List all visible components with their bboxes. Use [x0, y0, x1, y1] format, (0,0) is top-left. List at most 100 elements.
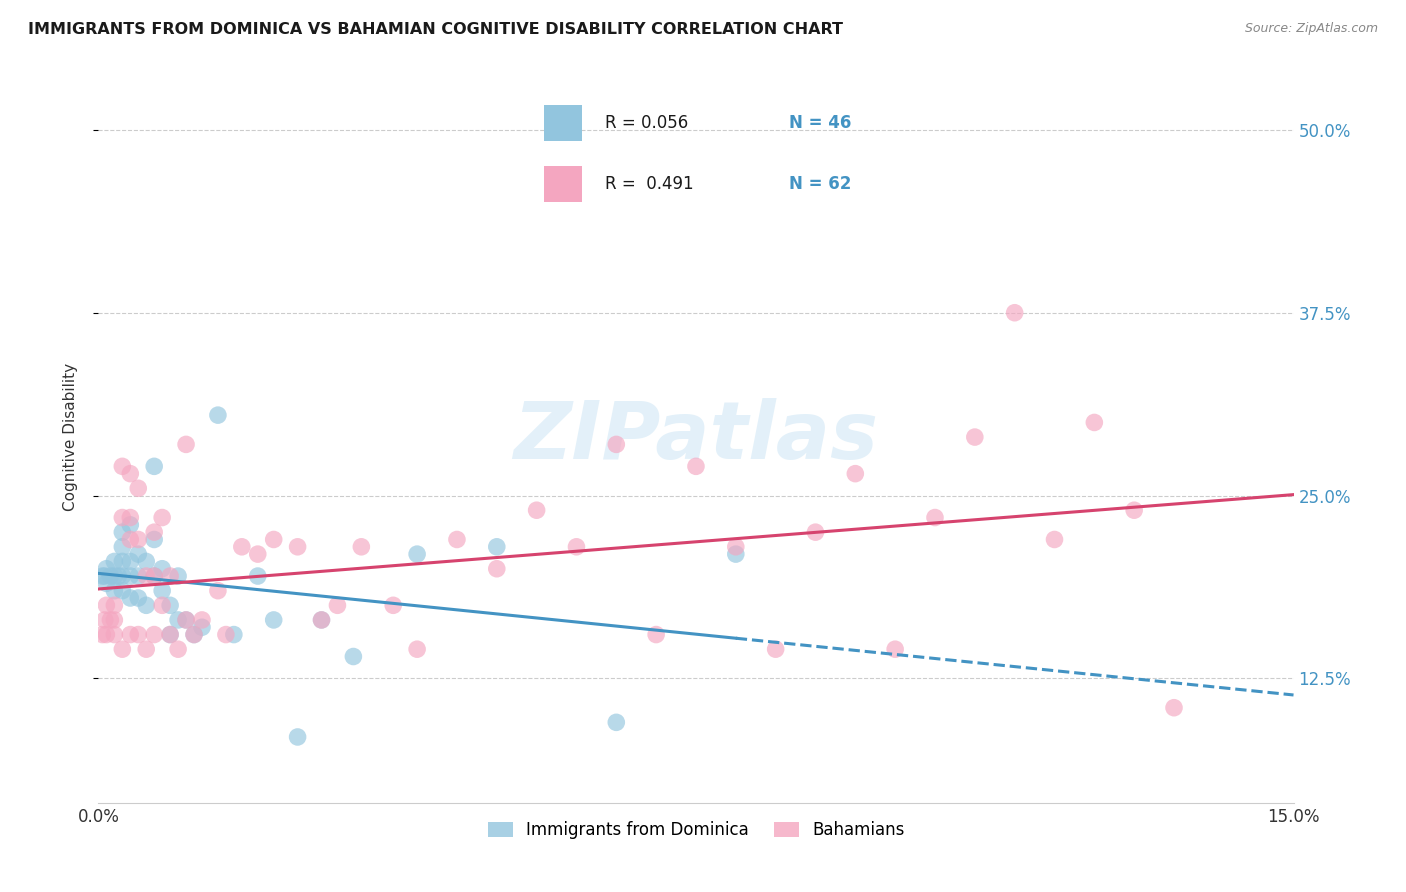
- Point: [91, 569, 114, 583]
- Point: [263, 613, 285, 627]
- Point: [98, 613, 122, 627]
- Point: [191, 620, 214, 634]
- Point: [127, 547, 149, 561]
- Point: [127, 591, 149, 605]
- Point: [94, 613, 117, 627]
- Point: [143, 569, 166, 583]
- Point: [446, 533, 468, 547]
- Point: [207, 408, 229, 422]
- Point: [485, 540, 508, 554]
- Point: [111, 583, 134, 598]
- Text: IMMIGRANTS FROM DOMINICA VS BAHAMIAN COGNITIVE DISABILITY CORRELATION CHART: IMMIGRANTS FROM DOMINICA VS BAHAMIAN COG…: [28, 22, 844, 37]
- Point: [143, 533, 166, 547]
- Point: [103, 569, 125, 583]
- Point: [96, 599, 118, 613]
- Point: [96, 562, 118, 576]
- Point: [103, 554, 125, 568]
- Point: [167, 569, 190, 583]
- Text: Source: ZipAtlas.com: Source: ZipAtlas.com: [1244, 22, 1378, 36]
- Point: [111, 510, 134, 524]
- Point: [143, 459, 166, 474]
- Point: [191, 613, 214, 627]
- Point: [342, 649, 364, 664]
- Point: [183, 627, 205, 641]
- Point: [231, 540, 253, 554]
- Text: ZIPatlas: ZIPatlas: [513, 398, 879, 476]
- Point: [103, 583, 125, 598]
- Point: [111, 642, 134, 657]
- Point: [150, 510, 173, 524]
- Point: [406, 547, 429, 561]
- Point: [103, 627, 125, 641]
- Point: [120, 591, 142, 605]
- Point: [96, 576, 118, 591]
- Point: [135, 642, 157, 657]
- Point: [246, 547, 269, 561]
- Point: [1123, 503, 1146, 517]
- Point: [96, 627, 118, 641]
- Point: [382, 599, 405, 613]
- Point: [120, 467, 142, 481]
- Point: [526, 503, 548, 517]
- Point: [120, 627, 142, 641]
- Point: [127, 533, 149, 547]
- Point: [120, 533, 142, 547]
- Point: [215, 627, 238, 641]
- Point: [174, 613, 197, 627]
- Point: [605, 715, 627, 730]
- Point: [159, 627, 181, 641]
- Point: [174, 613, 197, 627]
- Point: [103, 599, 125, 613]
- Point: [326, 599, 349, 613]
- Point: [111, 554, 134, 568]
- Point: [127, 569, 149, 583]
- Point: [246, 569, 269, 583]
- Point: [120, 510, 142, 524]
- Point: [120, 569, 142, 583]
- Point: [287, 730, 309, 744]
- Point: [120, 554, 142, 568]
- Point: [605, 437, 627, 451]
- Legend: Immigrants from Dominica, Bahamians: Immigrants from Dominica, Bahamians: [481, 814, 911, 846]
- Point: [111, 459, 134, 474]
- Point: [150, 562, 173, 576]
- Point: [143, 525, 166, 540]
- Point: [174, 437, 197, 451]
- Point: [724, 547, 747, 561]
- Point: [91, 627, 114, 641]
- Point: [120, 517, 142, 532]
- Point: [1083, 416, 1105, 430]
- Point: [111, 569, 134, 583]
- Point: [685, 459, 707, 474]
- Point: [565, 540, 588, 554]
- Point: [406, 642, 429, 657]
- Point: [167, 642, 190, 657]
- Point: [311, 613, 333, 627]
- Point: [1163, 700, 1185, 714]
- Point: [143, 569, 166, 583]
- Point: [98, 569, 122, 583]
- Point: [222, 627, 245, 641]
- Point: [135, 569, 157, 583]
- Point: [287, 540, 309, 554]
- Point: [107, 569, 129, 583]
- Point: [645, 627, 668, 641]
- Point: [724, 540, 747, 554]
- Point: [127, 627, 149, 641]
- Point: [263, 533, 285, 547]
- Point: [207, 583, 229, 598]
- Point: [884, 642, 907, 657]
- Point: [183, 627, 205, 641]
- Point: [844, 467, 866, 481]
- Point: [159, 569, 181, 583]
- Point: [143, 627, 166, 641]
- Point: [167, 613, 190, 627]
- Y-axis label: Cognitive Disability: Cognitive Disability: [63, 363, 77, 511]
- Point: [1043, 533, 1066, 547]
- Point: [103, 613, 125, 627]
- Point: [127, 481, 149, 495]
- Point: [804, 525, 827, 540]
- Point: [963, 430, 986, 444]
- Point: [1004, 306, 1026, 320]
- Point: [150, 599, 173, 613]
